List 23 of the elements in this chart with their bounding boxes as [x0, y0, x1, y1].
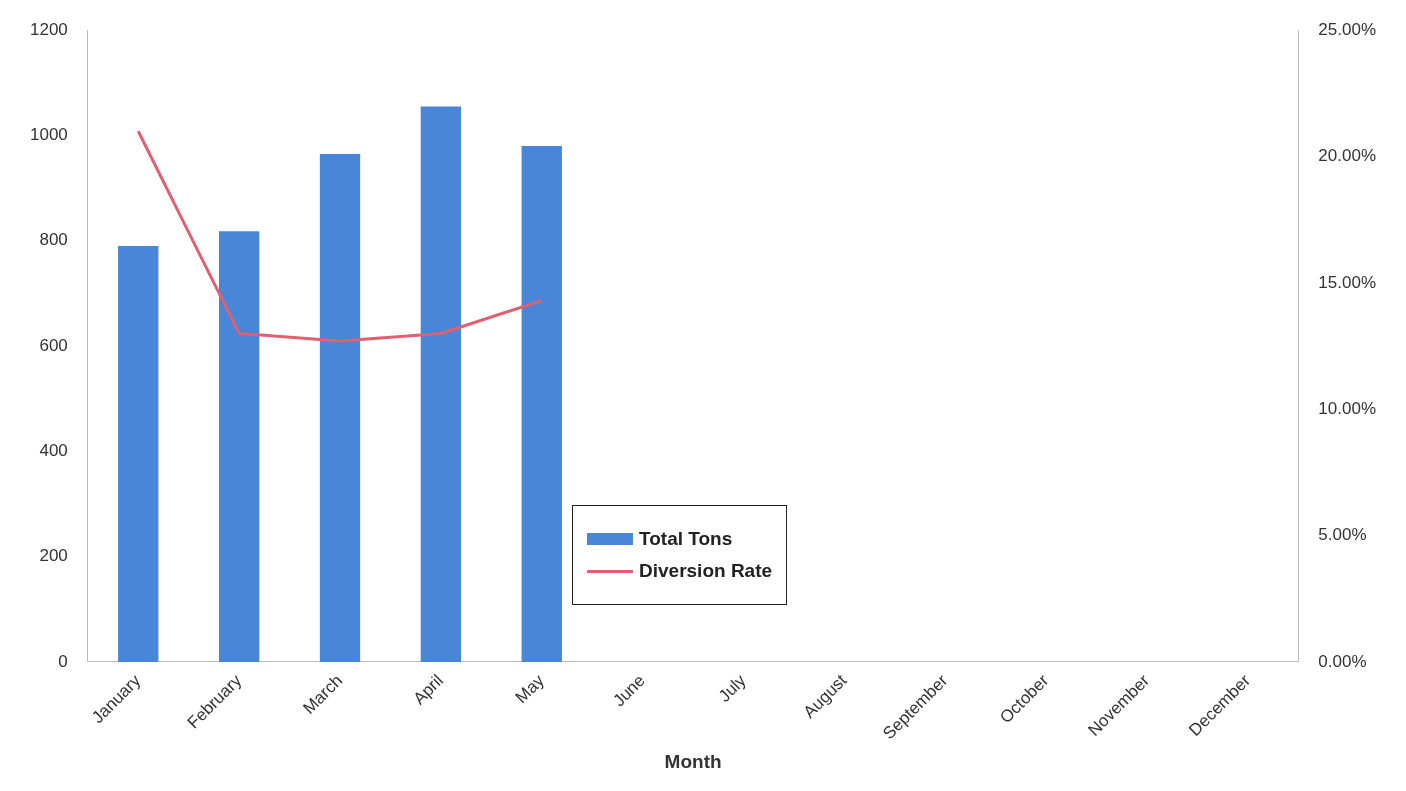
bar [319, 153, 361, 662]
y-tick-label: 1200 [29, 19, 68, 39]
x-axis-title: Month [664, 750, 722, 772]
y-tick-label: 600 [39, 335, 68, 355]
y2-tick-label: 15.00% [1318, 272, 1377, 292]
bar [218, 231, 260, 662]
legend-label: Diversion Rate [639, 560, 773, 583]
y2-tick-label: 25.00% [1318, 19, 1377, 39]
y2-tick-label: 5.00% [1318, 525, 1367, 545]
y2-tick-label: 20.00% [1318, 146, 1377, 166]
x-tick-label: July [714, 670, 751, 706]
y-tick-label: 0 [58, 651, 68, 671]
legend-label: Total Tons [639, 528, 733, 551]
bar [521, 146, 562, 662]
y2-tick-label: 10.00% [1318, 398, 1377, 418]
bar [118, 246, 159, 662]
y-tick-label: 400 [39, 441, 68, 461]
y-tick-label: 800 [39, 230, 68, 250]
x-tick-label: May [511, 670, 549, 708]
bar [420, 106, 462, 662]
y2-tick-label: 0.00% [1318, 651, 1367, 671]
y-tick-label: 200 [39, 546, 68, 566]
y-tick-label: 1000 [29, 125, 68, 145]
